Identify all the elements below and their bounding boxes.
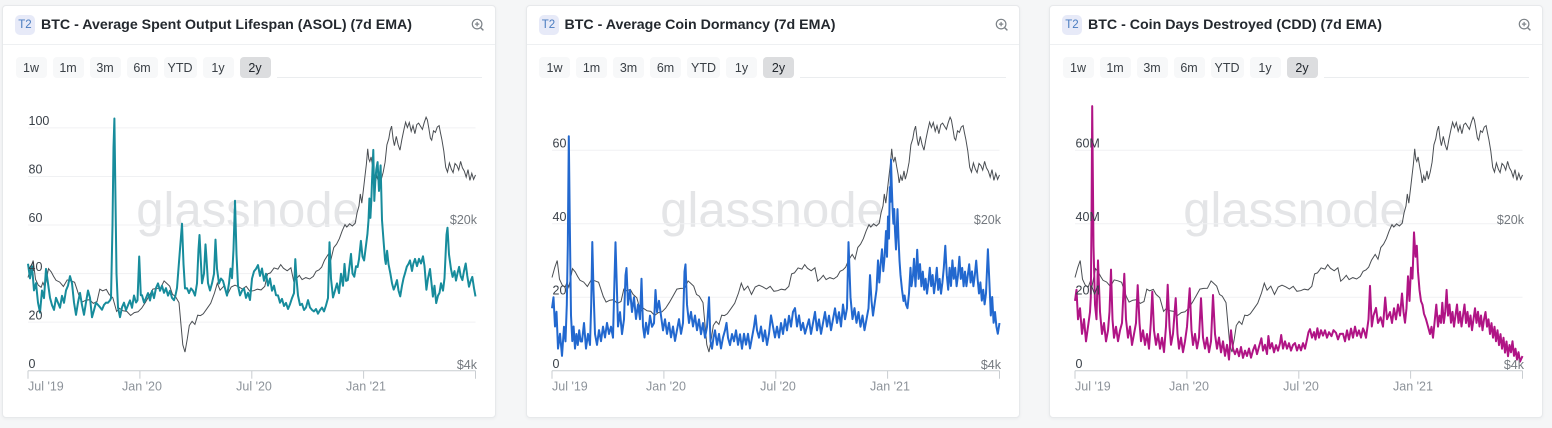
svg-text:0: 0 — [29, 357, 36, 371]
svg-text:glassnode: glassnode — [136, 184, 359, 238]
svg-text:$20k: $20k — [450, 213, 478, 227]
svg-text:Jan '20: Jan '20 — [1169, 380, 1209, 394]
svg-text:20M: 20M — [1076, 283, 1100, 297]
svg-text:$20k: $20k — [973, 213, 1001, 227]
svg-text:0: 0 — [552, 357, 559, 371]
svg-text:Jul '20: Jul '20 — [1283, 380, 1319, 394]
svg-text:Jul '20: Jul '20 — [236, 380, 272, 394]
svg-text:60M: 60M — [1076, 136, 1100, 150]
svg-text:0: 0 — [1076, 357, 1083, 371]
svg-text:$4k: $4k — [457, 358, 478, 372]
svg-text:Jul '19: Jul '19 — [552, 380, 588, 394]
svg-text:Jul '19: Jul '19 — [28, 380, 64, 394]
svg-text:$20k: $20k — [1497, 213, 1525, 227]
svg-text:80: 80 — [29, 163, 43, 177]
svg-text:Jul '19: Jul '19 — [1075, 380, 1111, 394]
svg-text:glassnode: glassnode — [660, 184, 883, 238]
svg-text:Jan '20: Jan '20 — [646, 380, 686, 394]
svg-text:$4k: $4k — [980, 358, 1001, 372]
svg-text:Jan '21: Jan '21 — [870, 380, 910, 394]
svg-text:40M: 40M — [1076, 210, 1100, 224]
svg-text:Jan '21: Jan '21 — [346, 380, 386, 394]
svg-text:glassnode: glassnode — [1183, 184, 1406, 238]
svg-text:$4k: $4k — [1504, 358, 1525, 372]
svg-text:20: 20 — [29, 308, 43, 322]
svg-text:60: 60 — [552, 136, 566, 150]
svg-text:20: 20 — [552, 283, 566, 297]
svg-text:Jan '21: Jan '21 — [1393, 380, 1433, 394]
svg-text:100: 100 — [29, 114, 50, 128]
svg-text:60: 60 — [29, 211, 43, 225]
svg-text:Jan '20: Jan '20 — [122, 380, 162, 394]
svg-text:Jul '20: Jul '20 — [760, 380, 796, 394]
svg-text:40: 40 — [552, 210, 566, 224]
svg-text:40: 40 — [29, 260, 43, 274]
